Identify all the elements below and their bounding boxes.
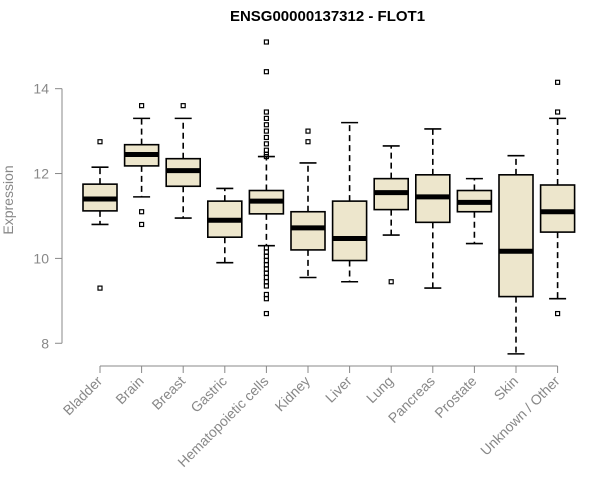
box-group (165, 103, 201, 219)
outlier-point (263, 266, 269, 272)
outlier-point (263, 109, 269, 115)
box (539, 184, 576, 233)
box (331, 200, 368, 262)
x-tick-label: Kidney (272, 373, 314, 415)
outlier-point (180, 103, 186, 109)
outlier-point (263, 141, 269, 147)
x-tick-label: Prostate (431, 373, 479, 421)
outlier-point (263, 274, 269, 281)
outlier-point (263, 147, 269, 153)
outlier-point (305, 139, 311, 145)
y-tick-label: 14 (33, 81, 49, 97)
outlier-point (263, 291, 269, 298)
box-group (290, 128, 326, 279)
box-group (498, 154, 534, 355)
box-group (373, 145, 410, 285)
outlier-point (263, 249, 269, 255)
outlier-point (263, 279, 269, 285)
box-group (82, 139, 118, 291)
box-group (207, 187, 243, 264)
outlier-point (263, 115, 269, 121)
x-tick-label: Liver (322, 373, 355, 406)
outlier-point (263, 296, 269, 302)
outlier-point (263, 134, 269, 141)
box-group (539, 79, 576, 317)
outlier-point (263, 283, 269, 289)
outlier-point (263, 122, 269, 128)
y-tick-label: 8 (41, 335, 49, 351)
x-tick-label: Unknown / Other (477, 373, 563, 459)
outlier-point (263, 270, 269, 276)
outlier-point (139, 209, 145, 215)
outlier-point (554, 109, 561, 115)
box-group (414, 128, 451, 289)
outlier-point (263, 310, 269, 317)
outlier-point (263, 153, 269, 160)
x-tick-label: Lung (363, 373, 396, 406)
box-group (331, 121, 368, 283)
outlier-point (263, 69, 269, 75)
outlier-point (388, 279, 394, 285)
outlier-point (305, 128, 311, 134)
x-tick-label: Bladder (60, 373, 106, 419)
x-tick-label: Brain (112, 373, 146, 407)
box-group (248, 39, 285, 317)
outlier-point (263, 253, 269, 259)
y-axis: 8 10 12 14 (33, 81, 63, 351)
y-axis-label: Expression (0, 165, 16, 234)
outlier-point (554, 79, 561, 85)
x-tick-label: Skin (491, 373, 522, 404)
outlier-point (139, 103, 145, 109)
x-tick-label: Breast (148, 373, 188, 413)
outlier-point (263, 128, 269, 134)
outlier-point (263, 262, 269, 268)
chart-title: ENSG00000137312 - FLOT1 (229, 8, 426, 25)
outlier-point (554, 310, 561, 317)
box-group (123, 103, 160, 228)
outlier-point (263, 39, 269, 45)
outlier-point (139, 221, 145, 228)
outlier-point (97, 285, 103, 291)
plot-area (82, 39, 576, 355)
y-tick-label: 12 (33, 166, 49, 182)
box (290, 210, 326, 251)
box (498, 174, 534, 298)
y-tick-label: 10 (33, 250, 49, 266)
outlier-point (97, 139, 103, 145)
box-group (456, 177, 493, 245)
outlier-point (263, 257, 269, 264)
